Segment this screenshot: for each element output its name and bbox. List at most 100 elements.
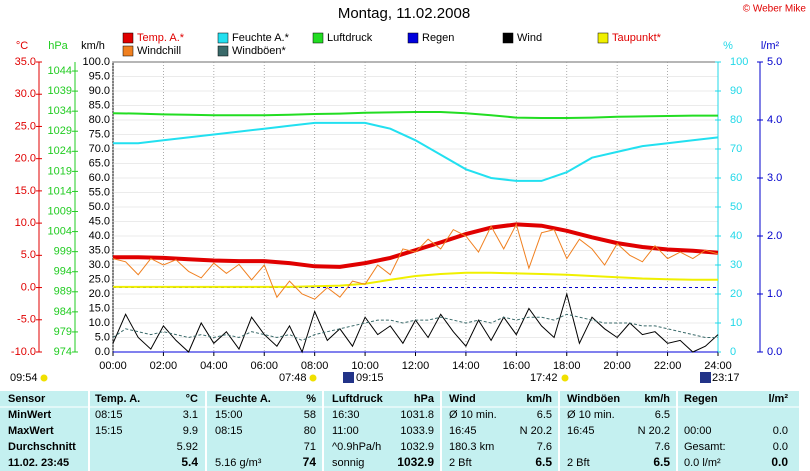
sun-icon bbox=[40, 374, 48, 382]
table-cell: 1032.9 bbox=[397, 455, 434, 469]
table-header: hPa bbox=[414, 393, 435, 405]
legend-label: Taupunkt* bbox=[612, 32, 662, 44]
y-tick-label: -5.0 bbox=[17, 314, 36, 326]
table-cell: 0.0 bbox=[771, 455, 788, 469]
y-tick-label: 35.0 bbox=[89, 244, 110, 256]
y-tick-label: 70 bbox=[730, 143, 742, 155]
table-header: Temp. A. bbox=[95, 393, 140, 405]
y-tick-label: 1009 bbox=[48, 205, 72, 217]
table-cell: MaxWert bbox=[8, 425, 54, 437]
y-tick-label: 70.0 bbox=[89, 143, 110, 155]
table-cell: 16:30 bbox=[332, 409, 360, 421]
table-header: Wind bbox=[449, 393, 476, 405]
table-cell: 6.5 bbox=[535, 455, 552, 469]
legend-label: Regen bbox=[422, 32, 454, 44]
y-tick-label: 35.0 bbox=[15, 56, 36, 68]
x-tick-label: 08:00 bbox=[301, 360, 329, 372]
x-tick-label: 10:00 bbox=[351, 360, 379, 372]
y-tick-label: 1019 bbox=[48, 165, 72, 177]
y-tick-label: 50 bbox=[730, 201, 742, 213]
legend-swatch bbox=[122, 45, 134, 57]
y-tick-label: 90 bbox=[730, 85, 742, 97]
y-tick-label: 75.0 bbox=[89, 128, 110, 140]
y-tick-label: 100.0 bbox=[82, 56, 110, 68]
axis-unit: l/m² bbox=[761, 40, 780, 52]
table-cell: 9.9 bbox=[183, 425, 198, 437]
table-cell: 6.5 bbox=[537, 409, 552, 421]
legend-swatch bbox=[217, 45, 229, 57]
table-cell: Ø 10 min. bbox=[567, 409, 615, 421]
y-tick-label: 20.0 bbox=[15, 153, 36, 165]
sun-icon bbox=[561, 374, 569, 382]
table-cell: 16:45 bbox=[567, 425, 595, 437]
legend-swatch bbox=[597, 32, 609, 44]
table-cell-bg bbox=[560, 391, 676, 471]
legend-label: Feuchte A.* bbox=[232, 32, 290, 44]
annotation: 23:17 bbox=[712, 372, 740, 384]
y-tick-label: 5.0 bbox=[95, 331, 110, 343]
table-cell: 1031.8 bbox=[400, 409, 434, 421]
y-tick-label: 95.0 bbox=[89, 70, 110, 82]
table-header: Luftdruck bbox=[332, 393, 384, 405]
moon-icon bbox=[343, 372, 354, 383]
table-cell: 15:00 bbox=[215, 409, 243, 421]
table-cell: 15:15 bbox=[95, 425, 123, 437]
annotation: 17:42 bbox=[530, 372, 558, 384]
table-cell: 2 Bft bbox=[449, 457, 472, 469]
y-tick-label: 80.0 bbox=[89, 114, 110, 126]
table-cell: 6.5 bbox=[655, 409, 670, 421]
table-header: % bbox=[306, 393, 316, 405]
y-tick-label: 100 bbox=[730, 56, 748, 68]
y-tick-label: 1044 bbox=[48, 65, 72, 77]
y-tick-label: 15.0 bbox=[15, 185, 36, 197]
series-line bbox=[112, 223, 719, 300]
y-tick-label: 45.0 bbox=[89, 215, 110, 227]
x-tick-label: 06:00 bbox=[250, 360, 278, 372]
table-cell: 11.02. 23:45 bbox=[8, 457, 69, 469]
series-line bbox=[113, 271, 718, 288]
y-tick-label: 50.0 bbox=[89, 201, 110, 213]
y-tick-label: 5.0 bbox=[21, 249, 36, 261]
y-tick-label: 25.0 bbox=[89, 273, 110, 285]
y-tick-label: 989 bbox=[54, 286, 72, 298]
x-tick-label: 12:00 bbox=[402, 360, 430, 372]
x-tick-label: 04:00 bbox=[200, 360, 228, 372]
legend-swatch bbox=[407, 32, 419, 44]
legend-label: Wind bbox=[517, 32, 542, 44]
table-header: l/m² bbox=[768, 393, 788, 405]
y-tick-label: 40 bbox=[730, 230, 742, 242]
axis-unit: °C bbox=[16, 40, 28, 52]
x-tick-label: 14:00 bbox=[452, 360, 480, 372]
annotation: 09:54 bbox=[10, 372, 38, 384]
y-tick-label: 30 bbox=[730, 259, 742, 271]
y-tick-label: 984 bbox=[54, 306, 72, 318]
table-cell: 71 bbox=[304, 441, 316, 453]
y-tick-label: -10.0 bbox=[11, 346, 36, 358]
y-tick-label: 2.0 bbox=[767, 230, 782, 242]
table-cell-bg bbox=[207, 391, 322, 471]
y-tick-label: 4.0 bbox=[767, 114, 782, 126]
table-cell: 16:45 bbox=[449, 425, 477, 437]
series-line bbox=[112, 111, 718, 119]
y-tick-label: 40.0 bbox=[89, 230, 110, 242]
y-tick-label: 85.0 bbox=[89, 99, 110, 111]
table-cell: 0.0 bbox=[773, 441, 788, 453]
table-header: km/h bbox=[526, 393, 552, 405]
y-tick-label: 1034 bbox=[48, 105, 72, 117]
x-tick-label: 22:00 bbox=[654, 360, 682, 372]
table-cell-bg bbox=[90, 391, 205, 471]
y-tick-label: 10.0 bbox=[89, 317, 110, 329]
legend-label: Windchill bbox=[137, 45, 181, 57]
y-tick-label: 10 bbox=[730, 317, 742, 329]
table-cell: 08:15 bbox=[95, 409, 123, 421]
y-tick-label: 0.0 bbox=[95, 346, 110, 358]
y-tick-label: 0.0 bbox=[21, 281, 36, 293]
table-cell: N 20.2 bbox=[520, 425, 552, 437]
table-cell: 180.3 km bbox=[449, 441, 494, 453]
table-cell: 80 bbox=[304, 425, 316, 437]
annotation: 07:48 bbox=[279, 372, 307, 384]
table-cell: ^0.9hPa/h bbox=[332, 441, 381, 453]
axis-unit: km/h bbox=[81, 40, 105, 52]
x-tick-label: 02:00 bbox=[150, 360, 178, 372]
table-cell: 5.16 g/m³ bbox=[215, 457, 262, 469]
